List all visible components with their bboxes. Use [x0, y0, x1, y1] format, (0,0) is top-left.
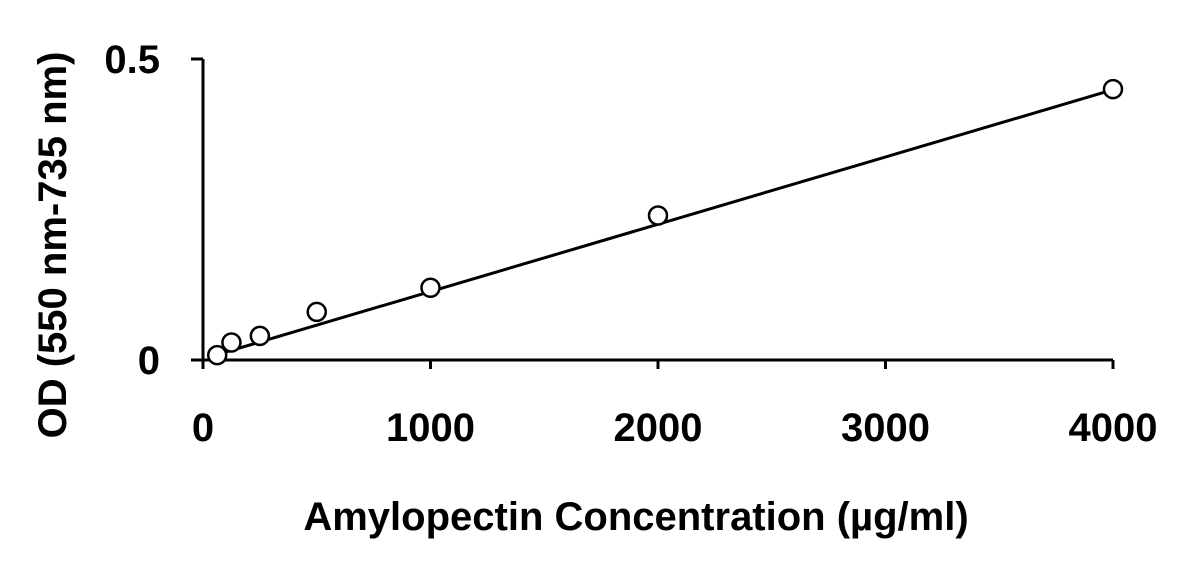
- data-point: [221, 332, 242, 353]
- data-point: [249, 325, 271, 347]
- x-axis-title: Amylopectin Concentration (µg/ml): [303, 495, 968, 539]
- data-point: [206, 344, 228, 366]
- x-tick-label-0: 0: [192, 406, 214, 450]
- y-axis-title: OD (550 nm-735 nm): [31, 52, 75, 439]
- data-point: [647, 205, 669, 226]
- tick-marks: [191, 57, 1115, 369]
- y-tick-label-0: 0: [138, 339, 160, 383]
- data-point: [1102, 78, 1124, 100]
- data-point: [306, 301, 327, 323]
- data-point: [420, 277, 441, 299]
- y-tick-label-0.5: 0.5: [104, 38, 160, 82]
- x-tick-label-2000: 2000: [614, 406, 703, 450]
- x-tick-label-4000: 4000: [1069, 406, 1158, 450]
- x-tick-label-1000: 1000: [386, 406, 475, 450]
- tick-labels: 0 1000 2000 3000 4000 0 0.5: [104, 38, 1157, 450]
- data-points: [206, 78, 1124, 366]
- x-tick-label-3000: 3000: [841, 406, 930, 450]
